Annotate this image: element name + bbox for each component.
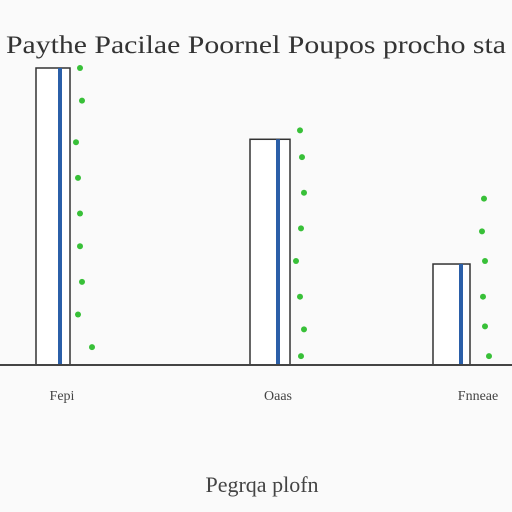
x-tick-label: Fnneae xyxy=(458,389,498,404)
bar-accent-oaas xyxy=(276,139,280,365)
bar-accent-fnneae xyxy=(459,264,463,365)
dot-point xyxy=(293,258,299,265)
dot-point xyxy=(482,323,488,330)
dot-point xyxy=(298,225,304,232)
dot-point xyxy=(301,326,307,333)
bar-accent-fepi xyxy=(58,68,62,365)
dot-point xyxy=(480,293,486,300)
chart-title: Paythe Pacilae Poornel Poupos procho sta xyxy=(6,32,506,59)
bar-fnneae xyxy=(432,263,471,366)
dot-point xyxy=(482,258,488,265)
x-tick-labels: Fepi Oaas Fnneae xyxy=(50,389,499,404)
dot-point xyxy=(89,344,95,351)
dots-group xyxy=(73,65,492,360)
dot-point xyxy=(77,65,83,71)
bar-oaas xyxy=(249,138,291,366)
dot-point xyxy=(75,311,81,318)
dot-point xyxy=(299,154,305,161)
dot-point xyxy=(297,293,303,300)
dot-point xyxy=(481,195,487,202)
dot-point xyxy=(301,189,307,196)
dot-point xyxy=(75,174,81,181)
dot-point xyxy=(77,210,83,217)
dot-point xyxy=(479,228,485,235)
x-tick-label: Oaas xyxy=(264,389,292,404)
dot-point xyxy=(79,97,85,104)
bars-group xyxy=(35,67,471,366)
dot-point xyxy=(486,353,492,360)
x-axis-label: Pegrqa plofn xyxy=(205,472,318,497)
x-tick-label: Fepi xyxy=(50,389,75,404)
dot-point xyxy=(297,127,303,134)
dot-point xyxy=(79,278,85,285)
dot-point xyxy=(298,353,304,360)
dot-point xyxy=(77,243,83,250)
dot-point xyxy=(73,139,79,146)
bar-fepi xyxy=(35,67,71,366)
